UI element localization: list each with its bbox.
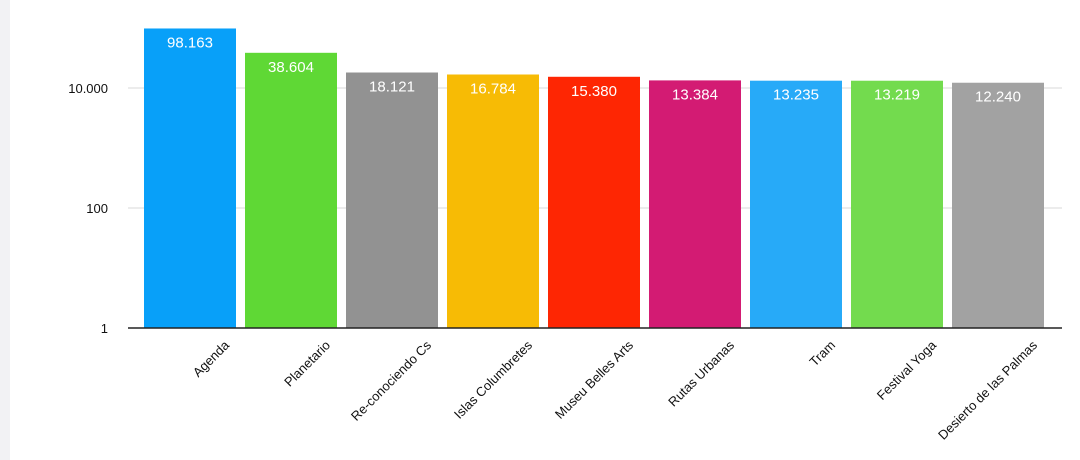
value-labels: 98.163 38.604 18.121 16.784 15.380 13.384 13.2… [167, 34, 1021, 105]
category-label: Planetario [281, 338, 333, 390]
bar-value-label: 13.235 [773, 87, 819, 104]
category-label: Desierto de las Palmas [935, 337, 1040, 442]
category-label: Museu Belles Arts [552, 337, 637, 422]
category-label: Islas Columbretes [451, 337, 536, 422]
bar-chart: 1 100 10.000 Agenda Planetario Re-conociendo… [68, 28, 1062, 443]
y-tick-label: 100 [86, 201, 108, 216]
bar [750, 80, 842, 328]
bar [447, 74, 539, 328]
bar-value-label: 16.784 [470, 81, 516, 98]
bar [144, 28, 236, 329]
bar-value-label: 13.384 [672, 86, 718, 103]
category-label: Agenda [190, 337, 233, 380]
bar [245, 52, 337, 328]
y-tick-labels: 1 100 10.000 [68, 81, 108, 336]
bar [346, 72, 438, 329]
category-labels: Agenda Planetario Re-conociendo Cs Islas Co… [190, 337, 1041, 443]
bars [144, 28, 1044, 329]
bar-value-label: 38.604 [268, 59, 314, 76]
category-label: Festival Yoga [874, 337, 940, 403]
category-label: Rutas Urbanas [665, 337, 737, 409]
bar [649, 80, 741, 328]
bar [952, 82, 1044, 328]
bar-value-label: 15.380 [571, 83, 617, 100]
category-label: Re-conociendo Cs [348, 337, 435, 424]
y-tick-label: 10.000 [68, 81, 108, 96]
y-tick-label: 1 [101, 321, 108, 336]
chart-card: 1 100 10.000 Agenda Planetario Re-conociendo… [10, 0, 1080, 460]
bar [548, 76, 640, 328]
bar-value-label: 13.219 [874, 87, 920, 104]
bar-value-label: 98.163 [167, 34, 213, 51]
bar [851, 80, 943, 328]
bar-value-label: 18.121 [369, 79, 415, 96]
category-label: Tram [806, 338, 838, 370]
bar-value-label: 12.240 [975, 89, 1021, 106]
